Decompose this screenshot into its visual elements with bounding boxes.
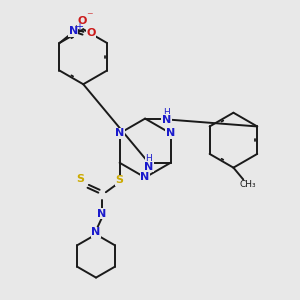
Text: N: N [166, 128, 175, 138]
Text: N: N [97, 209, 106, 219]
Text: +: + [75, 22, 83, 32]
Text: H: H [163, 108, 170, 117]
Text: N: N [92, 227, 100, 237]
Text: N: N [115, 128, 124, 138]
Text: N: N [69, 26, 78, 36]
Text: ⁻: ⁻ [87, 10, 93, 23]
Text: S: S [116, 176, 124, 185]
Text: O: O [86, 28, 96, 38]
Text: N: N [162, 115, 171, 124]
Text: S: S [76, 174, 84, 184]
Text: O: O [77, 16, 87, 26]
Text: H: H [146, 154, 152, 163]
Text: N: N [144, 162, 154, 172]
Text: CH₃: CH₃ [240, 180, 256, 189]
Text: N: N [140, 172, 150, 182]
